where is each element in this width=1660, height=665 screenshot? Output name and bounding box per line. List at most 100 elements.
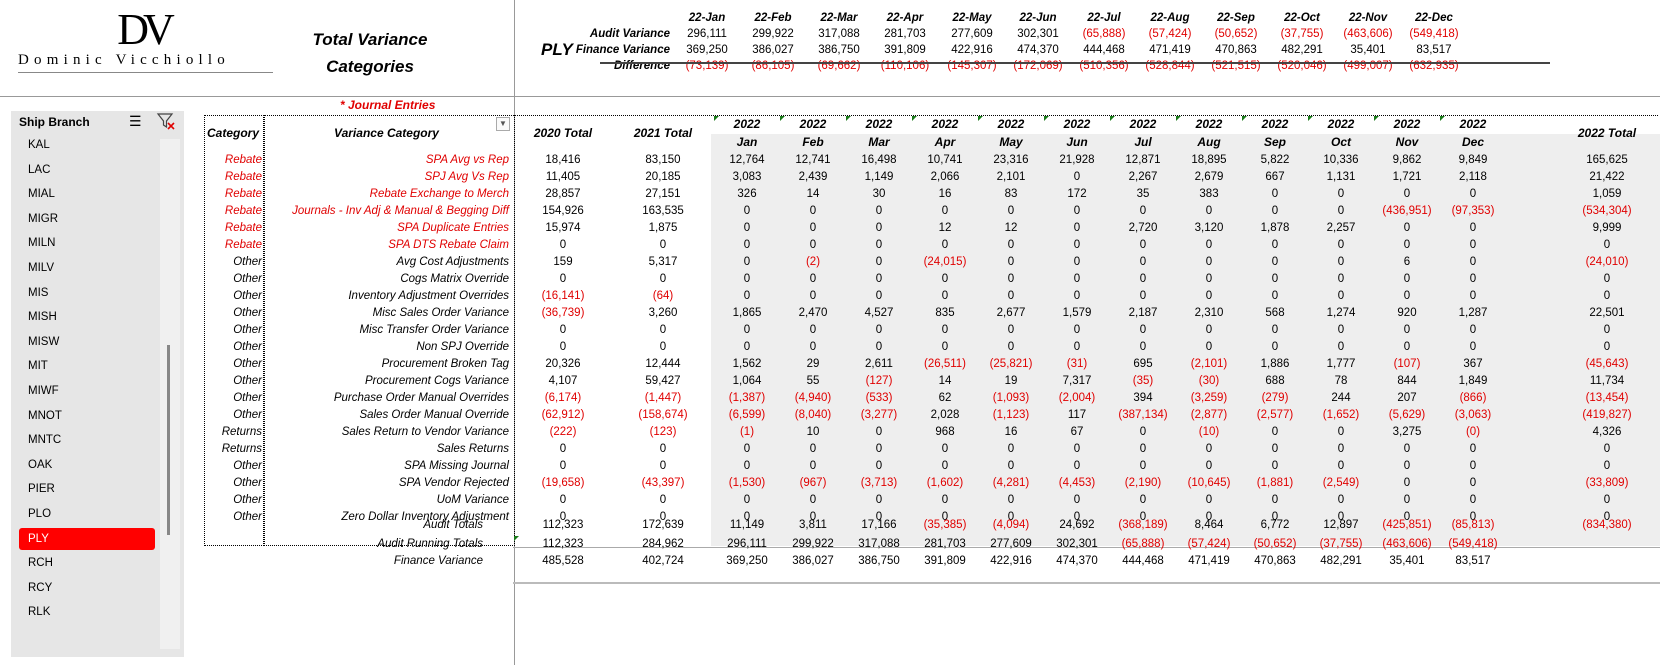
table-cell: 0 xyxy=(1073,511,1081,523)
totals-cell: 35,401 xyxy=(1389,555,1425,567)
totals-cell: 83,517 xyxy=(1455,555,1491,567)
summary-value: 83,517 xyxy=(1416,44,1452,56)
summary-month-header: 22-Mar xyxy=(820,12,858,24)
table-cell: (24,015) xyxy=(923,256,967,268)
slicer-item-mial[interactable]: MIAL xyxy=(28,188,55,201)
table-cell: 165,625 xyxy=(1586,154,1628,166)
table-cell: 0 xyxy=(1007,256,1015,268)
filter-dropdown-button[interactable]: ▼ xyxy=(496,117,510,131)
table-cell: 0 xyxy=(941,511,949,523)
summary-value: 422,916 xyxy=(951,44,993,56)
slicer-item-milv[interactable]: MILV xyxy=(28,262,54,274)
totals-cell: (834,380) xyxy=(1582,519,1632,531)
table-cell: 0 xyxy=(1205,256,1213,268)
branch-code: PLY xyxy=(541,40,573,59)
slicer-item-mish[interactable]: MISH xyxy=(28,311,57,324)
slicer-item-oak[interactable]: OAK xyxy=(28,458,53,471)
table-cell: 0 xyxy=(875,426,883,438)
slicer-scrollbar[interactable] xyxy=(160,139,180,649)
slicer-item-kal[interactable]: KAL xyxy=(28,139,50,151)
summary-month-header: 22-Jul xyxy=(1087,12,1121,24)
table-row: Rebate SPJ Avg Vs Rep 11,405 20,185 3,083 2,4… xyxy=(0,168,1660,186)
header-year: 2022 xyxy=(997,117,1025,131)
slicer-item-mis[interactable]: MIS xyxy=(28,286,49,299)
table-cell: 0 xyxy=(743,341,751,353)
table-cell: 2,677 xyxy=(996,307,1026,319)
table-cell: 0 xyxy=(1469,273,1477,285)
clear-filter-icon[interactable] xyxy=(156,111,176,136)
table-cell: (10,645) xyxy=(1187,477,1231,489)
slicer-item-mit[interactable]: MIT xyxy=(28,360,48,373)
slicer-item-mntc[interactable]: MNTC xyxy=(28,434,62,447)
comment-marker xyxy=(514,536,519,541)
table-cell: 1,721 xyxy=(1392,171,1422,183)
slicer-item-misw[interactable]: MISW xyxy=(28,335,60,348)
page-title: Total Variance Categories xyxy=(300,26,440,80)
table-cell: 0 xyxy=(1271,273,1279,285)
table-row: Rebate SPA Duplicate Entries 15,974 1,875 0 0… xyxy=(0,219,1660,237)
slicer-item-pier[interactable]: PIER xyxy=(28,483,55,496)
comment-marker xyxy=(780,116,785,121)
totals-cell: 470,863 xyxy=(1254,555,1296,567)
table-cell: (866) xyxy=(1459,392,1487,404)
slicer-scroll-thumb[interactable] xyxy=(167,345,170,535)
header-2020-total: 2020 Total xyxy=(533,126,593,140)
table-cell: (26,511) xyxy=(924,358,966,370)
table-cell: 0 xyxy=(809,324,817,336)
table-cell: 0 xyxy=(1337,256,1345,268)
slicer-item-rch[interactable]: RCH xyxy=(28,557,53,570)
table-cell: 0 xyxy=(659,341,667,353)
table-row: Rebate SPA DTS Rebate Claim 0 0 0 0 0 0 0 0 0 0 0 0 0 0… xyxy=(0,236,1660,254)
table-cell: 0 xyxy=(743,290,751,302)
table-row: Other Avg Cost Adjustments 159 5,317 0 (2) 0 (2… xyxy=(0,253,1660,271)
table-cell: 0 xyxy=(809,239,817,251)
header-month: Jan xyxy=(736,135,758,149)
slicer-item-miwf[interactable]: MIWF xyxy=(28,385,59,397)
header-month: Aug xyxy=(1197,135,1221,149)
table-cell: 1,287 xyxy=(1458,307,1488,319)
row-variance-name: Non SPJ Override xyxy=(416,341,509,353)
header-year: 2022 xyxy=(1459,117,1487,131)
table-cell: 6 xyxy=(1403,256,1411,268)
table-cell: 1,865 xyxy=(732,307,762,319)
summary-value: (499,007) xyxy=(1343,60,1393,72)
summary-month-header: 22-Nov xyxy=(1348,12,1388,24)
table-cell: 0 xyxy=(1139,511,1147,523)
summary-value: (65,888) xyxy=(1082,28,1126,40)
summary-value: (172,069) xyxy=(1013,60,1063,72)
table-cell: (2,190) xyxy=(1124,477,1162,489)
header-month: May xyxy=(999,135,1023,149)
table-cell: (1,881) xyxy=(1256,477,1294,489)
table-cell: 0 xyxy=(1469,341,1477,353)
slicer-item-miln[interactable]: MILN xyxy=(28,237,56,250)
slicer-item-rcy[interactable]: RCY xyxy=(28,581,53,594)
slicer-item-rlk[interactable]: RLK xyxy=(28,606,51,619)
table-cell: 844 xyxy=(1397,375,1417,387)
slicer-item-plo[interactable]: PLO xyxy=(28,508,52,520)
table-cell: 15,974 xyxy=(545,222,581,234)
table-cell: (10) xyxy=(1198,426,1220,438)
table-cell: 0 xyxy=(1205,205,1213,217)
row-category: Other xyxy=(233,307,262,319)
header-month: Jul xyxy=(1134,135,1152,149)
slicer-item-ply[interactable]: PLY xyxy=(19,527,155,550)
slicer-item-migr[interactable]: MIGR xyxy=(28,212,59,225)
table-cell: 62 xyxy=(938,392,952,404)
summary-value: 281,703 xyxy=(884,28,926,40)
table-cell: 0 xyxy=(1469,460,1477,472)
table-cell: 9,999 xyxy=(1592,222,1622,234)
table-cell: (436,951) xyxy=(1382,205,1432,217)
slicer-item-mnot[interactable]: MNOT xyxy=(28,409,62,422)
table-cell: 0 xyxy=(743,273,751,285)
table-cell: 0 xyxy=(1139,239,1147,251)
totals-cell: 6,772 xyxy=(1260,519,1290,531)
multi-select-icon[interactable]: ☰ xyxy=(129,113,142,129)
table-cell: 0 xyxy=(1469,188,1477,200)
logo-rule xyxy=(18,72,273,73)
table-cell: 0 xyxy=(1337,273,1345,285)
table-cell: (222) xyxy=(549,426,577,438)
summary-value: (632,935) xyxy=(1409,60,1459,72)
slicer-item-lac[interactable]: LAC xyxy=(28,163,51,176)
table-cell: (1) xyxy=(739,426,755,438)
summary-month-header: 22-Sep xyxy=(1217,12,1255,24)
